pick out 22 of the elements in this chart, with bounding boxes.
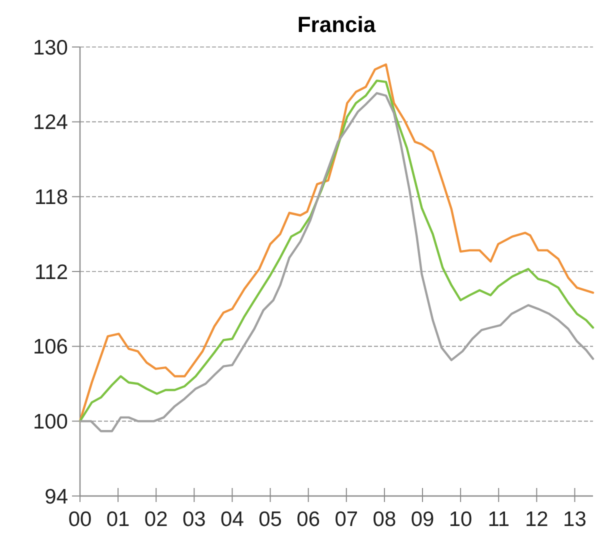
x-tick-label: 10 xyxy=(448,508,472,531)
x-tick-label: 01 xyxy=(106,508,130,531)
x-tick-label: 00 xyxy=(68,508,92,531)
y-tick-label: 112 xyxy=(34,260,68,284)
y-tick-label: 100 xyxy=(32,410,68,434)
x-tick-label: 04 xyxy=(220,508,244,531)
x-tick-label: 02 xyxy=(144,508,168,531)
chart-title: Francia xyxy=(297,12,376,37)
x-tick-label: 06 xyxy=(296,508,320,531)
x-tick-label: 09 xyxy=(410,508,434,531)
y-tick-label: 130 xyxy=(32,36,68,60)
x-tick-label: 11 xyxy=(488,508,510,531)
x-tick-label: 13 xyxy=(563,508,586,531)
y-tick-label: 118 xyxy=(34,186,68,210)
y-tick-label: 94 xyxy=(44,485,68,508)
x-tick-label: 12 xyxy=(524,508,548,531)
x-tick-label: 05 xyxy=(258,508,282,531)
y-tick-label: 106 xyxy=(32,336,68,359)
y-tick-label: 124 xyxy=(32,111,68,134)
x-tick-label: 08 xyxy=(372,508,396,531)
x-tick-label: 07 xyxy=(334,508,358,531)
x-tick-label: 03 xyxy=(182,508,206,531)
